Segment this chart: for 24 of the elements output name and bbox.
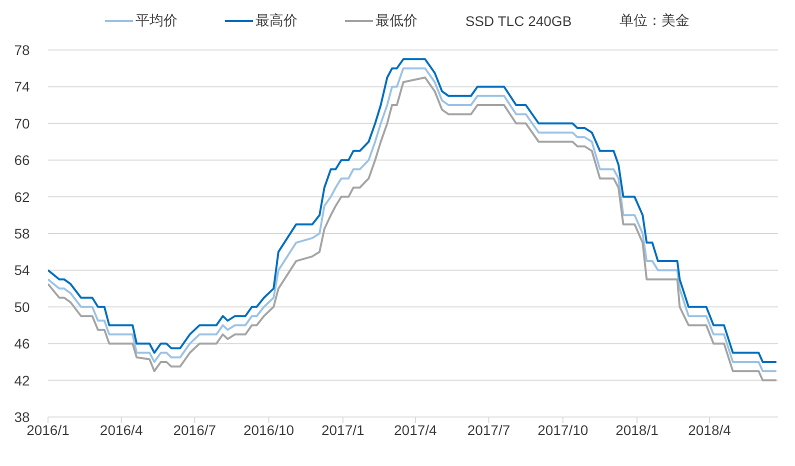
legend-label: 平均价: [135, 12, 178, 30]
x-tick-label: 2016/7: [173, 422, 216, 438]
x-tick-label: 2017/10: [538, 422, 588, 438]
x-tick-label: 2016/4: [100, 422, 143, 438]
x-tick-label: 2017/1: [321, 422, 365, 438]
y-tick-label: 46: [14, 336, 30, 352]
y-tick-label: 78: [14, 42, 30, 58]
legend-label: 最高价: [255, 12, 298, 30]
x-tick-label: 2016/10: [243, 422, 294, 438]
y-tick-label: 54: [14, 262, 30, 278]
legend-label: 最低价: [375, 12, 418, 30]
x-tick-label: 2018/1: [616, 422, 659, 438]
y-tick-label: 62: [14, 188, 30, 205]
y-tick-label: 42: [14, 372, 30, 388]
x-tick-label: 2017/4: [394, 422, 438, 438]
x-tick-label: 2017/7: [467, 422, 510, 438]
text: 单位：美金: [620, 12, 690, 30]
y-tick-label: 66: [14, 152, 30, 168]
y-tick-label: 50: [14, 298, 30, 315]
y-tick-label: 70: [14, 115, 30, 132]
x-tick-label: 2018/4: [688, 422, 732, 438]
text: SSD TLC 240GB: [465, 13, 572, 29]
y-tick-label: 58: [14, 225, 30, 242]
y-tick-label: 74: [14, 78, 30, 95]
